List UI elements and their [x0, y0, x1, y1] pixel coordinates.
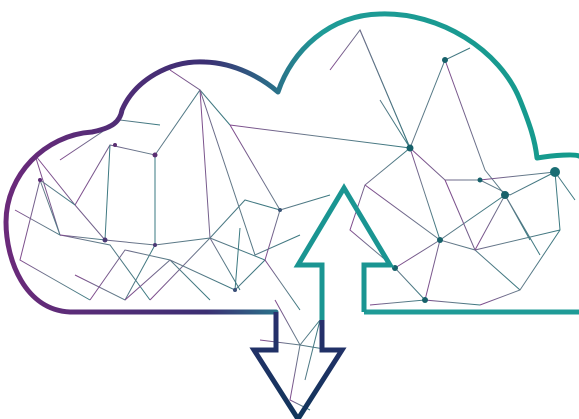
network-mesh [14, 29, 576, 411]
download-arrow-icon [249, 312, 347, 419]
cloud-outline [3, 11, 579, 315]
network-nodes [38, 57, 560, 303]
upload-arrow-icon [293, 183, 395, 320]
